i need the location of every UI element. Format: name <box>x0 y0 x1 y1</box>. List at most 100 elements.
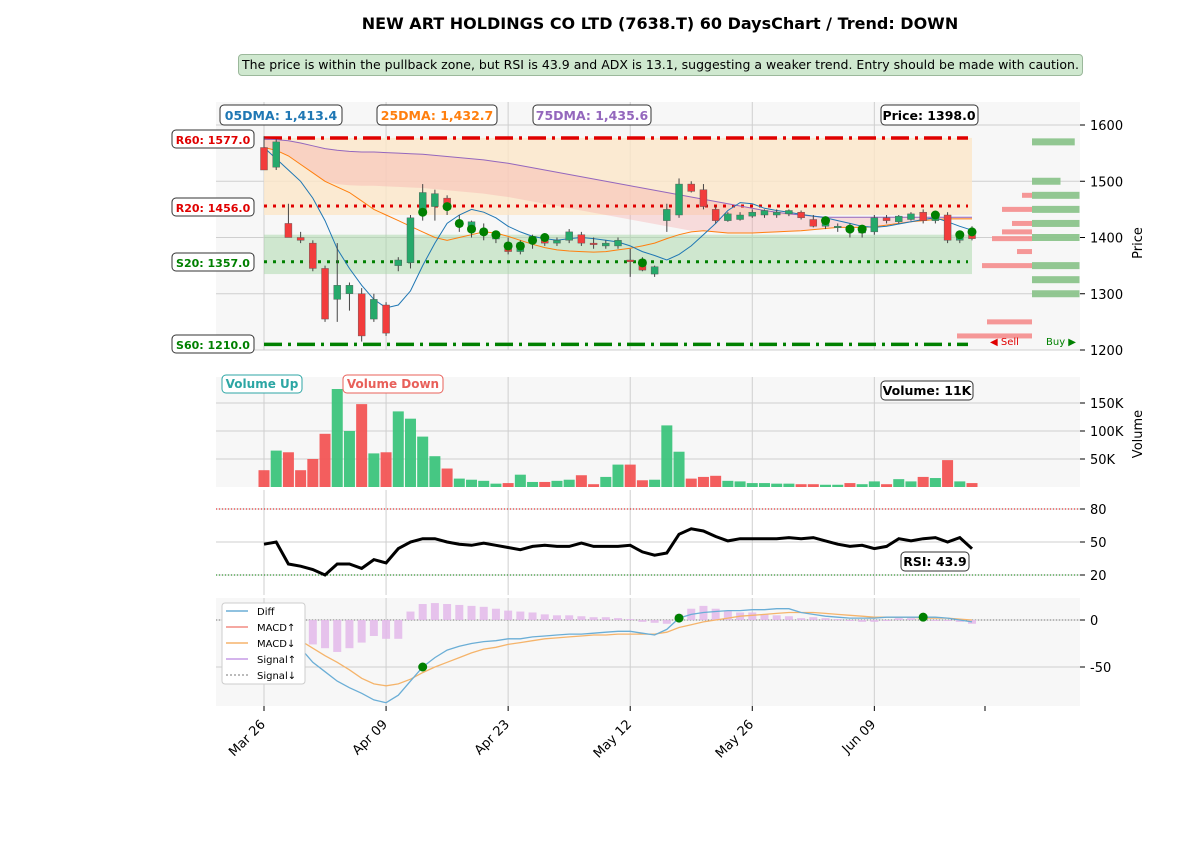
x-tick-label: Apr 09 <box>350 717 391 758</box>
s20-badge: S20: 1357.0 <box>171 252 255 272</box>
macd-histogram-bar <box>540 614 549 620</box>
chart-title: NEW ART HOLDINGS CO LTD (7638.T) 60 Days… <box>361 14 959 33</box>
s60-badge: S60: 1210.0 <box>171 334 255 354</box>
signal-marker <box>442 202 452 212</box>
signal-marker <box>503 241 513 251</box>
volume-bar <box>649 479 661 487</box>
candle <box>565 231 573 241</box>
macd-histogram-bar <box>455 604 464 620</box>
r60-badge: R60: 1577.0 <box>171 129 255 149</box>
volume-bar <box>588 484 600 487</box>
buy-order-bar <box>1032 191 1080 199</box>
signal-marker <box>479 227 489 237</box>
sell-label: ◀ Sell <box>990 337 1019 348</box>
x-tick-label: Mar 26 <box>226 717 269 760</box>
macd-histogram-bar <box>528 612 537 620</box>
volume-bar <box>429 456 441 487</box>
macd-cross-marker <box>918 612 928 622</box>
volume-bar <box>392 411 404 487</box>
candle <box>943 214 952 241</box>
buy-label: Buy ▶ <box>1046 337 1076 348</box>
volume-bar <box>734 481 746 487</box>
svg-text:25DMA: 1,432.7: 25DMA: 1,432.7 <box>381 108 493 123</box>
volume-bar <box>612 464 624 487</box>
macd-signal-line <box>263 611 973 687</box>
candle <box>614 240 622 247</box>
sell-order-bar <box>987 319 1032 325</box>
r20-badge: R20: 1456.0 <box>171 197 255 217</box>
svg-text:Volume Down: Volume Down <box>347 377 439 391</box>
volume-bar <box>575 475 587 487</box>
signal-marker <box>845 224 855 234</box>
macd-histogram-bar <box>504 610 513 620</box>
legend-signal-down: Signal↓ <box>257 671 296 682</box>
candle <box>724 213 732 221</box>
volume-bar <box>295 470 307 487</box>
macd-histogram-bar <box>760 614 769 620</box>
volume-bar <box>343 431 355 487</box>
volume-bar <box>319 433 331 487</box>
rsi-tick-label: 50 <box>1090 536 1107 551</box>
sell-order-bar <box>1022 192 1032 198</box>
x-tick-label: Apr 23 <box>472 717 513 758</box>
sell-order-bar <box>992 236 1032 242</box>
volume-bar <box>710 475 722 487</box>
candle <box>589 242 598 245</box>
sell-order-bar <box>1012 220 1032 226</box>
sell-order-bar <box>1002 229 1032 235</box>
macd-histogram-bar <box>943 620 952 621</box>
candle <box>284 223 293 238</box>
signal-marker <box>930 210 940 220</box>
macd-histogram-bar <box>418 604 427 620</box>
volume-bar <box>856 484 868 487</box>
candle <box>907 213 915 220</box>
volume-bar <box>527 481 539 487</box>
buy-order-bar <box>1032 205 1080 213</box>
macd-tick-label: -50 <box>1090 661 1111 676</box>
macd-histogram-bar <box>906 618 915 620</box>
volume-bar <box>783 483 795 487</box>
candle <box>602 242 610 247</box>
macd-histogram-bar <box>345 620 354 649</box>
volume-up-badge: Volume Up <box>221 374 303 394</box>
macd-histogram-bar <box>479 606 488 620</box>
volume-bar <box>551 480 563 487</box>
volume-bar <box>966 483 978 487</box>
x-tick-label: May 26 <box>713 717 757 761</box>
svg-text:R20: 1456.0: R20: 1456.0 <box>176 202 251 215</box>
volume-bar <box>881 484 893 487</box>
volume-tick-label: 100K <box>1090 425 1124 440</box>
candle <box>577 234 586 244</box>
candle <box>309 242 317 269</box>
candle <box>760 210 769 216</box>
volume-bar <box>356 404 368 487</box>
legend-macd-up: MACD↑ <box>257 623 295 634</box>
volume-bar <box>807 484 819 487</box>
sell-order-bar <box>982 263 1032 269</box>
candle <box>663 209 671 221</box>
candle <box>711 209 720 221</box>
dma75-line <box>263 138 972 218</box>
legend-macd-down: MACD↓ <box>257 639 295 650</box>
volume-bar <box>795 484 807 487</box>
rsi-tick-label: 20 <box>1090 569 1107 584</box>
buy-order-bar <box>1032 234 1080 241</box>
volume-bar <box>502 483 514 487</box>
macd-cross-marker <box>418 662 428 672</box>
volume-bar <box>368 453 380 487</box>
svg-text:Price: 1398.0: Price: 1398.0 <box>882 108 975 123</box>
price-tick-label: 1300 <box>1090 288 1123 303</box>
candle <box>406 217 415 264</box>
macd-histogram-bar <box>711 608 720 620</box>
signal-marker <box>857 224 867 234</box>
price-axis-label: Price <box>1131 227 1146 259</box>
candle <box>357 293 366 337</box>
volume-bar <box>832 484 844 487</box>
buy-order-bar <box>1032 290 1080 298</box>
candle <box>370 299 378 320</box>
volume-tick-label: 150K <box>1090 397 1124 412</box>
candle <box>919 211 927 221</box>
sell-order-bar <box>1002 206 1032 212</box>
macd-histogram-bar <box>858 620 867 622</box>
dma25-badge: 25DMA: 1,432.7 <box>376 104 498 126</box>
